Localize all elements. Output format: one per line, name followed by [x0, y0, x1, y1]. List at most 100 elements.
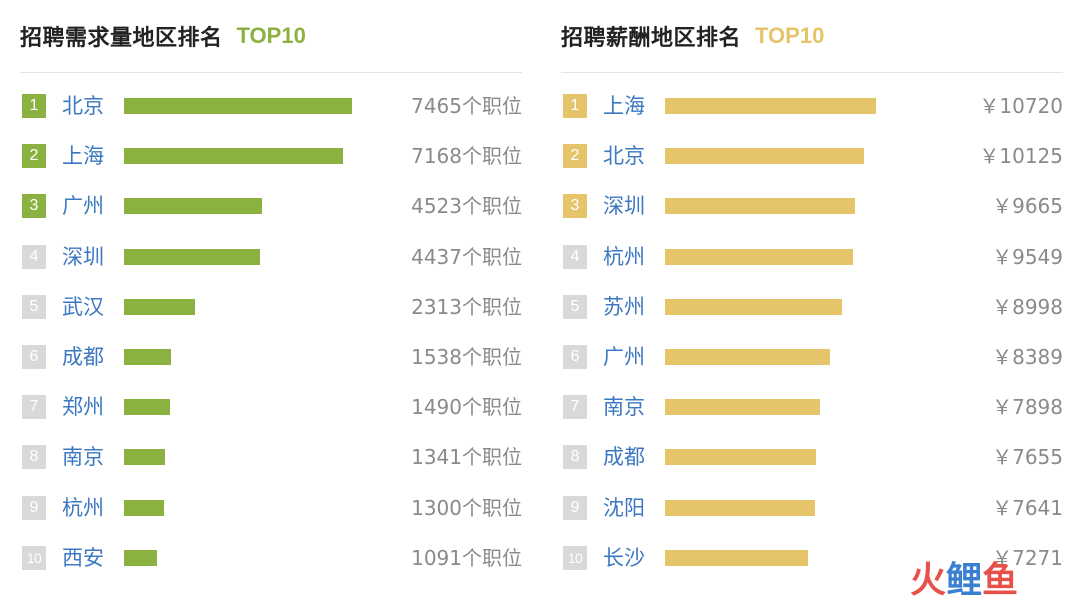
demand-value-label: 1091个职位 — [411, 545, 522, 570]
salary-value-label: ￥7898 — [992, 395, 1063, 420]
salary-bar-row: 7 南京 ￥7898 — [561, 382, 1063, 432]
demand-rank-badge: 1 — [22, 94, 46, 118]
salary-bar — [665, 499, 816, 516]
watermark-char-1: 火 — [910, 560, 947, 601]
salary-city-label: 北京 — [603, 144, 645, 169]
demand-rank-badge: 5 — [22, 294, 46, 319]
demand-bar-row: 2 上海 7168个职位 — [20, 131, 522, 181]
salary-bar-list: 1 上海 ￥10720 2 北京 ￥10125 3 深圳 ￥9665 4 杭州 ￥9549 5 苏州 ￥89… — [561, 81, 1063, 583]
salary-value-label: ￥10720 — [979, 94, 1063, 118]
demand-bar — [124, 549, 158, 566]
salary-rank-badge: 5 — [563, 294, 587, 319]
watermark-char-3: 鱼 — [982, 560, 1019, 601]
salary-ranking-panel: 招聘薪酬地区排名 TOP10 1 上海 ￥10720 2 北京 ￥10125 3 深圳 ￥966… — [561, 0, 1063, 606]
demand-city-label: 南京 — [62, 445, 104, 470]
demand-rank-badge: 9 — [22, 495, 46, 520]
salary-rank-badge: 8 — [563, 445, 587, 470]
salary-rank-badge: 7 — [563, 395, 587, 420]
demand-city-label: 成都 — [62, 344, 104, 369]
demand-value-label: 1538个职位 — [411, 344, 522, 369]
demand-value-label: 2313个职位 — [411, 294, 522, 319]
salary-chart-title: 招聘薪酬地区排名 — [561, 26, 742, 51]
demand-city-label: 郑州 — [62, 395, 104, 420]
demand-chart-title: 招聘需求量地区排名 — [20, 26, 223, 51]
demand-rank-badge: 8 — [22, 445, 46, 470]
demand-value-label: 4523个职位 — [411, 194, 522, 219]
demand-rank-badge: 3 — [22, 194, 46, 219]
demand-city-label: 西安 — [62, 545, 104, 570]
salary-rank-badge: 4 — [563, 244, 587, 269]
demand-chart-tag: TOP10 — [236, 23, 306, 48]
salary-chart-tag: TOP10 — [755, 23, 825, 48]
demand-rank-badge: 7 — [22, 395, 46, 420]
demand-bar-row: 7 郑州 1490个职位 — [20, 382, 522, 432]
demand-bar — [124, 298, 195, 315]
salary-value-label: ￥7271 — [992, 545, 1063, 570]
salary-value-label: ￥8998 — [992, 294, 1063, 319]
demand-bar — [124, 148, 343, 165]
salary-rank-badge: 9 — [563, 495, 587, 520]
salary-bar — [665, 399, 821, 416]
demand-divider — [20, 72, 522, 73]
salary-rank-badge: 1 — [563, 94, 587, 118]
demand-bar-row: 6 成都 1538个职位 — [20, 332, 522, 382]
salary-bar — [665, 348, 830, 365]
salary-bar — [665, 449, 816, 466]
salary-value-label: ￥8389 — [992, 344, 1063, 369]
demand-value-label: 7465个职位 — [411, 94, 522, 118]
watermark-char-2: 鲤 — [946, 560, 983, 601]
demand-bar — [124, 248, 260, 265]
demand-ranking-panel: 招聘需求量地区排名 TOP10 1 北京 7465个职位 2 上海 7168个职位 3 广州 4… — [20, 0, 522, 606]
demand-bar-row: 9 杭州 1300个职位 — [20, 483, 522, 533]
salary-bar-row: 10 长沙 ￥7271 — [561, 533, 1063, 583]
salary-rank-badge: 10 — [563, 545, 587, 570]
salary-title-row: 招聘薪酬地区排名 TOP10 — [561, 18, 824, 54]
demand-city-label: 广州 — [62, 194, 104, 219]
demand-city-label: 北京 — [62, 94, 104, 118]
salary-bar-row: 5 苏州 ￥8998 — [561, 282, 1063, 332]
salary-rank-badge: 6 — [563, 344, 587, 369]
demand-bar-row: 8 南京 1341个职位 — [20, 432, 522, 482]
salary-bar — [665, 198, 855, 215]
salary-bar-row: 4 杭州 ￥9549 — [561, 232, 1063, 282]
demand-title-row: 招聘需求量地区排名 TOP10 — [20, 18, 306, 54]
demand-city-label: 深圳 — [62, 244, 104, 269]
salary-value-label: ￥7641 — [992, 495, 1063, 520]
salary-city-label: 成都 — [603, 445, 645, 470]
demand-bar — [124, 198, 263, 215]
demand-value-label: 1341个职位 — [411, 445, 522, 470]
salary-value-label: ￥7655 — [992, 445, 1063, 470]
salary-city-label: 上海 — [603, 94, 645, 118]
demand-value-label: 4437个职位 — [411, 244, 522, 269]
salary-value-label: ￥9665 — [992, 194, 1063, 219]
salary-bar-row: 6 广州 ￥8389 — [561, 332, 1063, 382]
demand-rank-badge: 4 — [22, 244, 46, 269]
demand-bar-row: 10 西安 1091个职位 — [20, 533, 522, 583]
salary-bar — [665, 148, 864, 165]
salary-city-label: 沈阳 — [603, 495, 645, 520]
salary-rank-badge: 3 — [563, 194, 587, 219]
demand-city-label: 上海 — [62, 144, 104, 169]
salary-bar — [665, 298, 842, 315]
demand-value-label: 7168个职位 — [411, 144, 522, 169]
salary-value-label: ￥10125 — [979, 144, 1063, 169]
demand-bar-row: 1 北京 7465个职位 — [20, 81, 522, 131]
salary-city-label: 杭州 — [603, 244, 645, 269]
demand-city-label: 武汉 — [62, 294, 104, 319]
salary-bar — [665, 248, 853, 265]
salary-city-label: 深圳 — [603, 194, 645, 219]
salary-bar-row: 2 北京 ￥10125 — [561, 131, 1063, 181]
salary-rank-badge: 2 — [563, 144, 587, 169]
demand-bar-row: 3 广州 4523个职位 — [20, 181, 522, 231]
demand-bar — [124, 98, 352, 114]
demand-rank-badge: 6 — [22, 344, 46, 369]
demand-rank-badge: 2 — [22, 144, 46, 169]
salary-bar-row: 8 成都 ￥7655 — [561, 432, 1063, 482]
salary-bar — [665, 549, 808, 566]
demand-bar-row: 4 深圳 4437个职位 — [20, 232, 522, 282]
salary-city-label: 苏州 — [603, 294, 645, 319]
salary-city-label: 广州 — [603, 344, 645, 369]
salary-bar — [665, 98, 876, 114]
salary-city-label: 南京 — [603, 395, 645, 420]
demand-value-label: 1300个职位 — [411, 495, 522, 520]
